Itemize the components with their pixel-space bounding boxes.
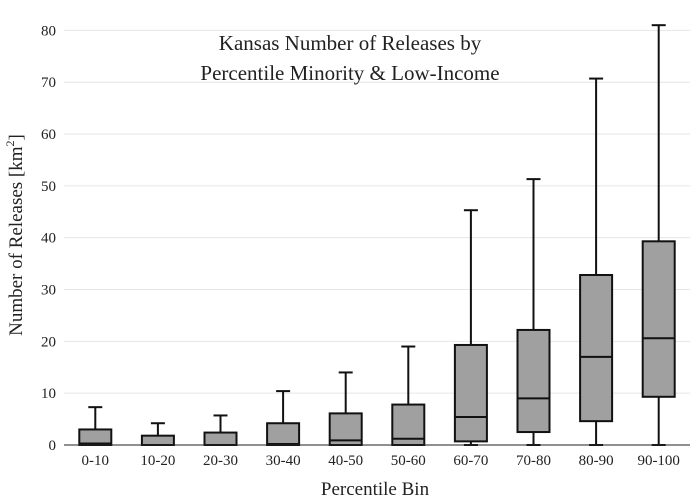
iqr-box — [203, 431, 238, 446]
chart-title-line-1: Kansas Number of Releases by — [219, 31, 482, 55]
y-tick-label: 0 — [49, 438, 57, 454]
y-axis-label: Number of Releases [km2] — [3, 134, 27, 336]
x-axis-label: Percentile Bin — [321, 479, 430, 500]
iqr-box — [266, 422, 301, 447]
y-tick-label: 50 — [41, 179, 56, 195]
box-50-60 — [391, 345, 426, 447]
y-tick-label: 80 — [41, 23, 56, 39]
x-tick-label: 0-10 — [82, 453, 110, 469]
chart-title-line-2: Percentile Minority & Low-Income — [200, 61, 499, 85]
iqr-box — [579, 274, 614, 423]
box-20-30 — [203, 414, 238, 446]
box-0-10 — [78, 406, 113, 447]
y-tick-label: 70 — [41, 75, 56, 91]
x-tick-label: 10-20 — [140, 453, 175, 469]
y-tick-label: 60 — [41, 127, 56, 143]
x-tick-label: 60-70 — [453, 453, 488, 469]
y-tick-label: 10 — [41, 386, 56, 402]
box-30-40 — [266, 390, 301, 447]
x-tick-label: 40-50 — [328, 453, 363, 469]
iqr-box — [453, 343, 488, 443]
x-tick-label: 30-40 — [266, 453, 301, 469]
box-90-100 — [641, 24, 676, 446]
x-tick-label: 80-90 — [579, 453, 614, 469]
y-tick-label: 30 — [41, 283, 56, 299]
x-tick-label: 20-30 — [203, 453, 238, 469]
y-tick-label: 40 — [41, 231, 56, 247]
box-40-50 — [328, 371, 363, 447]
box-layer — [78, 24, 676, 447]
axis-layer: 0 10 20 30 40 50 60 70 80 0-10 10-20 20-30 30-40 40-5… — [41, 23, 690, 469]
x-tick-label: 90-100 — [637, 453, 680, 469]
iqr-box — [140, 434, 175, 447]
iqr-box — [641, 240, 676, 398]
iqr-box — [516, 328, 551, 434]
x-tick-label: 50-60 — [391, 453, 426, 469]
y-tick-label: 20 — [41, 334, 56, 350]
x-tick-label: 70-80 — [516, 453, 551, 469]
grid-layer — [64, 29, 690, 394]
box-70-80 — [516, 178, 551, 446]
y-axis-label-main: Number of Releases [km — [6, 146, 27, 336]
y-axis-label-end: ] — [6, 134, 27, 140]
y-axis-label-superscript: 2 — [3, 140, 17, 146]
box-80-90 — [579, 77, 614, 446]
box-60-70 — [453, 209, 488, 446]
box-10-20 — [140, 422, 175, 447]
